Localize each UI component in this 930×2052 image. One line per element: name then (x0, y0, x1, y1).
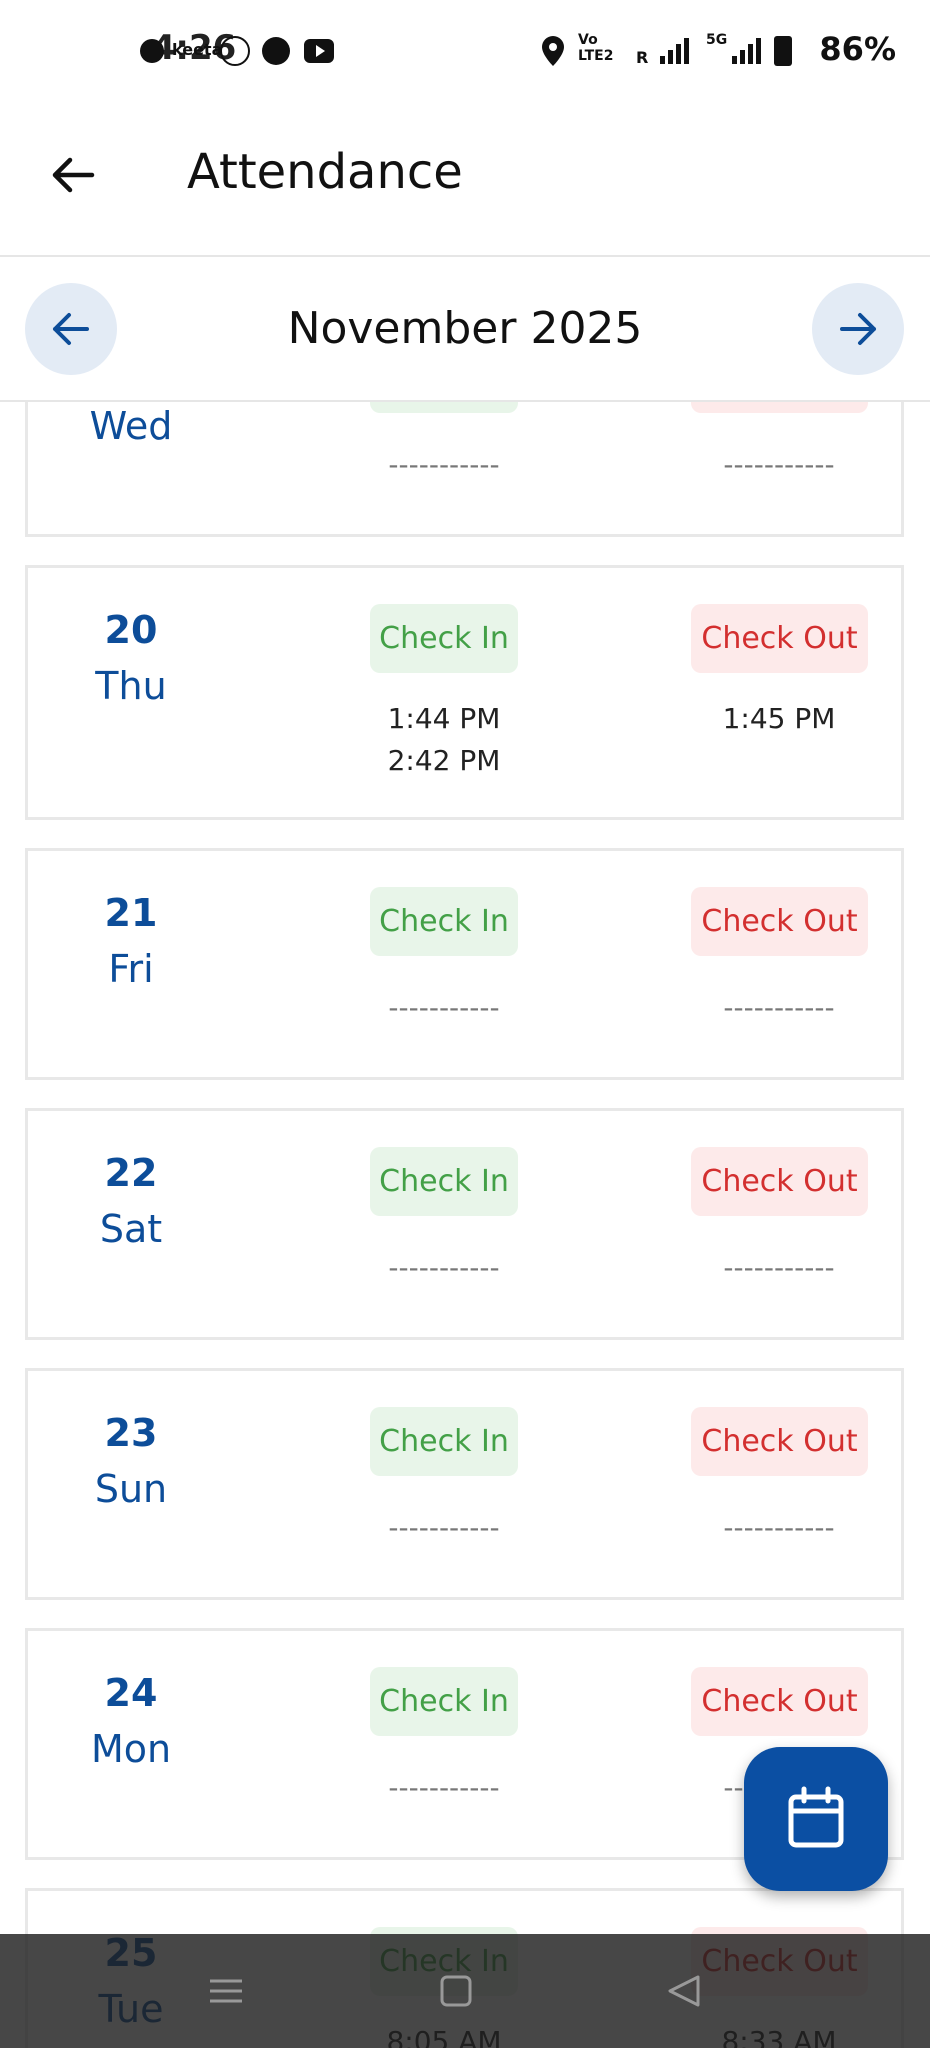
app-icons (140, 36, 334, 66)
calendar-icon (788, 1786, 844, 1848)
check-out-label[interactable]: Check Out (691, 887, 868, 956)
weekday: Thu (95, 664, 167, 708)
day-number: 21 (104, 891, 158, 935)
check-in-label[interactable]: Check In (370, 1407, 518, 1476)
day-number: 22 (104, 1151, 158, 1195)
day-card: 23 Sun Check In Check Out ----------- -------… (25, 1368, 904, 1600)
empty-check-out: ----------- (723, 991, 835, 1024)
weekday: Mon (90, 1727, 172, 1771)
empty-check-in: ----------- (388, 991, 500, 1024)
battery-level: 86% (819, 30, 896, 68)
day-card: 21 Fri Check In Check Out ----------- -------… (25, 848, 904, 1080)
roaming-label: R (636, 48, 649, 67)
check-in-label[interactable]: Check In (370, 402, 518, 413)
day-number: 24 (104, 1671, 158, 1715)
weekday: Wed (89, 404, 173, 448)
empty-check-out: ----------- (723, 448, 835, 481)
prev-month-button[interactable] (25, 283, 117, 375)
status-bar: 4:26 keeta Vo LTE2 R 5G 86% (0, 0, 930, 98)
check-in-time: 1:44 PM (387, 702, 501, 735)
day-number: 23 (104, 1411, 158, 1455)
empty-check-out: ----------- (723, 1511, 835, 1544)
day-card: Wed Check In Check Out ----------- ---------… (25, 402, 904, 537)
check-out-label[interactable]: Check Out (691, 604, 868, 673)
day-number: 20 (104, 608, 158, 652)
day-card: 22 Sat Check In Check Out ----------- -------… (25, 1108, 904, 1340)
check-in-label[interactable]: Check In (370, 887, 518, 956)
calendar-fab[interactable] (744, 1747, 888, 1891)
check-in-label[interactable]: Check In (370, 1667, 518, 1736)
check-in-label[interactable]: Check In (370, 1147, 518, 1216)
day-card: 20 Thu Check In Check Out 1:44 PM 2:42 PM 1:45… (25, 565, 904, 820)
check-in-time: 2:42 PM (387, 744, 501, 777)
check-out-label[interactable]: Check Out (691, 1407, 868, 1476)
status-icons (542, 36, 792, 66)
month-label: November 2025 (287, 303, 643, 354)
weekday: Sun (94, 1467, 168, 1511)
page-title: Attendance (187, 144, 463, 200)
empty-check-out: ----------- (723, 1251, 835, 1284)
check-out-label[interactable]: Check Out (691, 1147, 868, 1216)
next-arrow (840, 313, 876, 345)
weekday: Sat (99, 1207, 163, 1251)
check-in-label[interactable]: Check In (370, 604, 518, 673)
month-bar: November 2025 (0, 257, 930, 402)
app-header: Attendance (0, 98, 930, 257)
signal-label: 5G (706, 32, 728, 48)
next-month-button[interactable] (812, 283, 904, 375)
back-button[interactable] (48, 150, 98, 200)
prev-arrow (53, 313, 89, 345)
empty-check-in: ----------- (388, 1511, 500, 1544)
system-nav-bar (0, 1934, 930, 2048)
check-out-time: 1:45 PM (722, 702, 836, 735)
check-out-label[interactable]: Check Out (691, 1667, 868, 1736)
empty-check-in: ----------- (388, 448, 500, 481)
check-out-label[interactable]: Check Out (691, 402, 868, 413)
app-label: keeta (172, 40, 223, 59)
empty-check-in: ----------- (388, 1251, 500, 1284)
weekday: Fri (108, 947, 154, 991)
empty-check-in: ----------- (388, 1771, 500, 1804)
nav-icons (210, 1975, 700, 2007)
network-label: Vo LTE2 (578, 32, 614, 64)
